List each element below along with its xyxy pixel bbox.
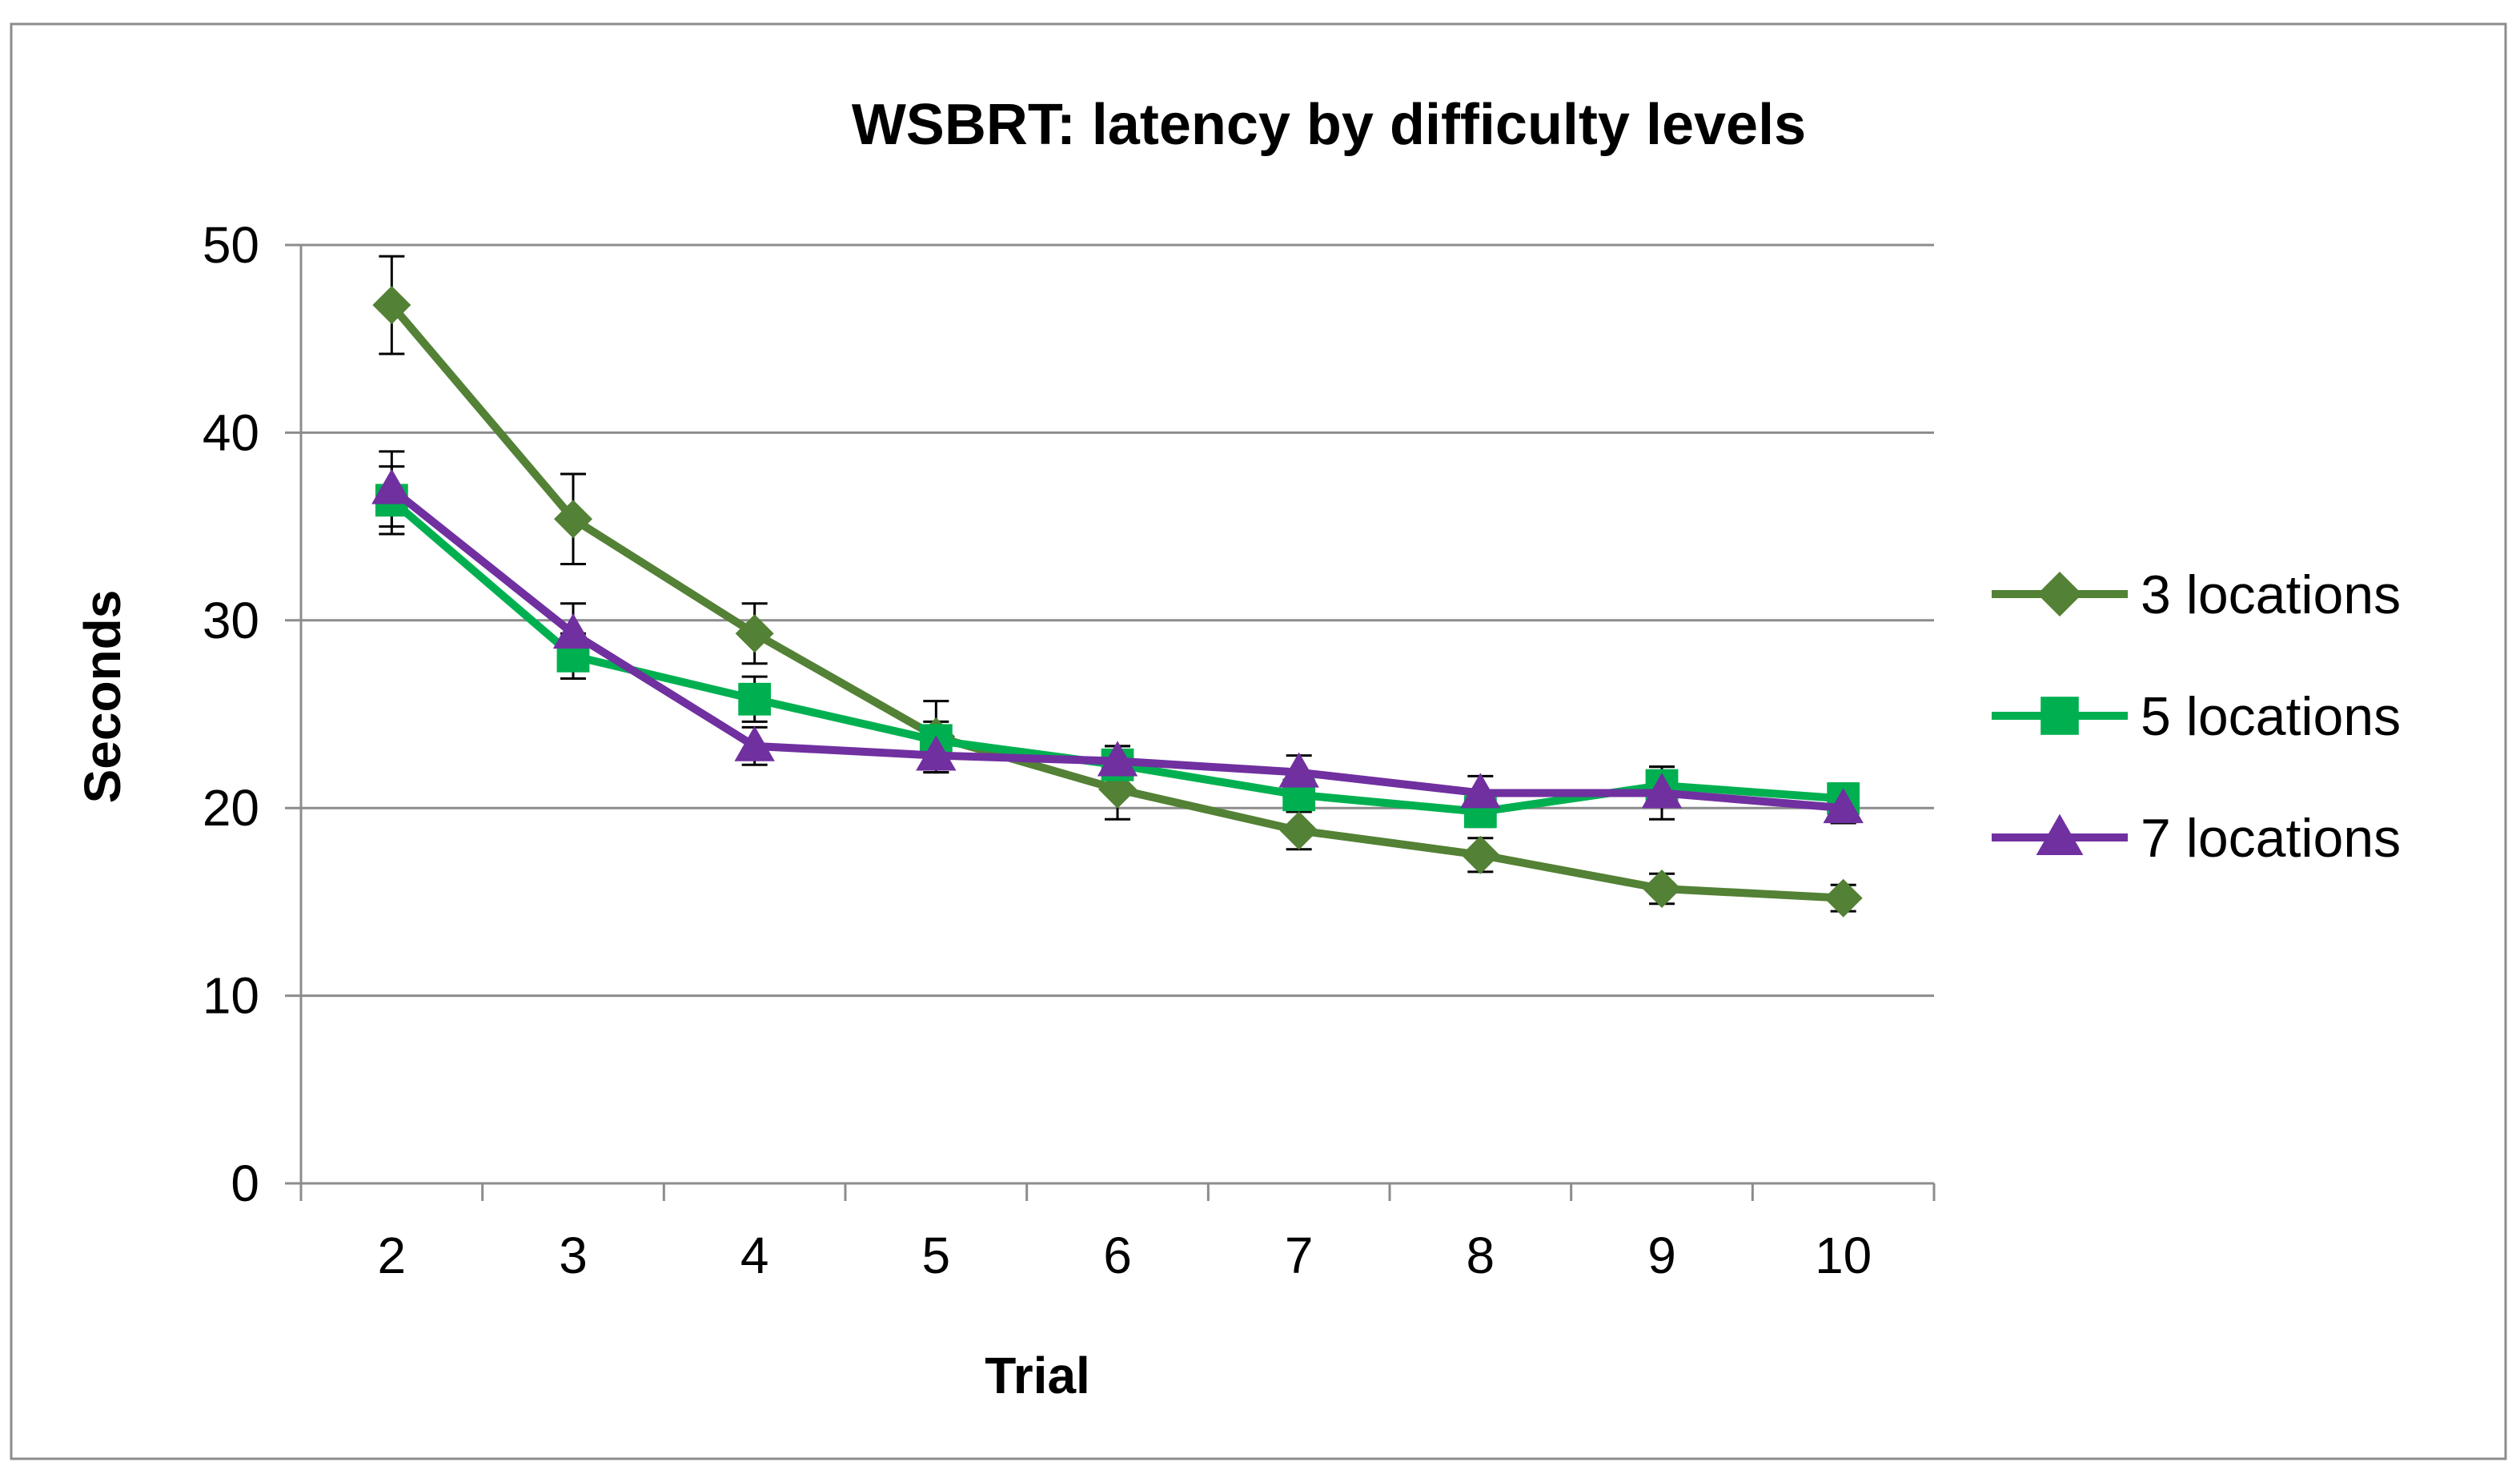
y-tick-label: 40 — [203, 404, 259, 461]
x-tick-label: 7 — [1285, 1227, 1314, 1284]
x-tick-label: 8 — [1467, 1227, 1495, 1284]
legend: 3 locations 5 locations 7 locations — [1992, 564, 2401, 869]
data-point-square — [2040, 697, 2079, 735]
y-tick-label: 0 — [231, 1155, 259, 1212]
data-point-diamond — [1279, 811, 1318, 850]
data-point-diamond — [372, 286, 411, 325]
data-point-diamond — [554, 500, 592, 539]
data-point-diamond — [2037, 572, 2082, 617]
x-tick-label: 9 — [1647, 1227, 1676, 1284]
y-tick-label: 20 — [203, 779, 259, 837]
data-point-triangle — [2036, 813, 2084, 856]
legend-entry: 7 locations — [1992, 808, 2401, 869]
legend-entry: 3 locations — [1992, 564, 2401, 625]
data-point-triangle — [916, 735, 957, 771]
data-point-square — [738, 682, 772, 716]
data-point-triangle — [1460, 773, 1501, 809]
x-tick-label: 10 — [1815, 1227, 1872, 1284]
y-tick-label: 30 — [203, 592, 259, 649]
x-tick-label: 6 — [1103, 1227, 1132, 1284]
chart-title: WSBRT: latency by difficulty levels — [852, 93, 1806, 157]
legend-entry: 5 locations — [1992, 686, 2401, 747]
data-point-triangle — [371, 468, 412, 504]
legend-label: 3 locations — [2141, 564, 2401, 625]
legend-label: 5 locations — [2141, 686, 2401, 747]
x-tick-label: 3 — [559, 1227, 588, 1284]
series-7-locations — [371, 468, 1864, 824]
data-point-diamond — [1824, 878, 1863, 918]
x-tick-labels: 2 3 4 5 6 7 8 9 10 — [378, 1227, 1872, 1284]
x-axis-title: Trial — [985, 1347, 1090, 1404]
data-point-diamond — [735, 614, 774, 653]
data-series — [371, 255, 1864, 918]
x-tick-label: 2 — [378, 1227, 407, 1284]
data-point-diamond — [1461, 835, 1500, 874]
data-point-triangle — [1278, 752, 1319, 788]
data-point-triangle — [734, 725, 775, 761]
legend-label: 7 locations — [2141, 808, 2401, 869]
y-axis-title: Seconds — [74, 590, 131, 804]
x-tick-label: 5 — [922, 1227, 951, 1284]
chart-border — [10, 22, 2507, 1460]
y-tick-label: 50 — [203, 216, 259, 274]
y-tick-label: 10 — [203, 967, 259, 1025]
data-point-triangle — [552, 613, 594, 649]
axes — [285, 243, 1936, 1201]
y-tick-labels: 0 10 20 30 40 50 — [203, 216, 259, 1212]
data-point-diamond — [1643, 869, 1681, 908]
x-tick-label: 4 — [740, 1227, 769, 1284]
data-point-triangle — [1097, 741, 1138, 777]
data-point-triangle — [1641, 773, 1683, 809]
data-point-triangle — [1823, 788, 1864, 824]
